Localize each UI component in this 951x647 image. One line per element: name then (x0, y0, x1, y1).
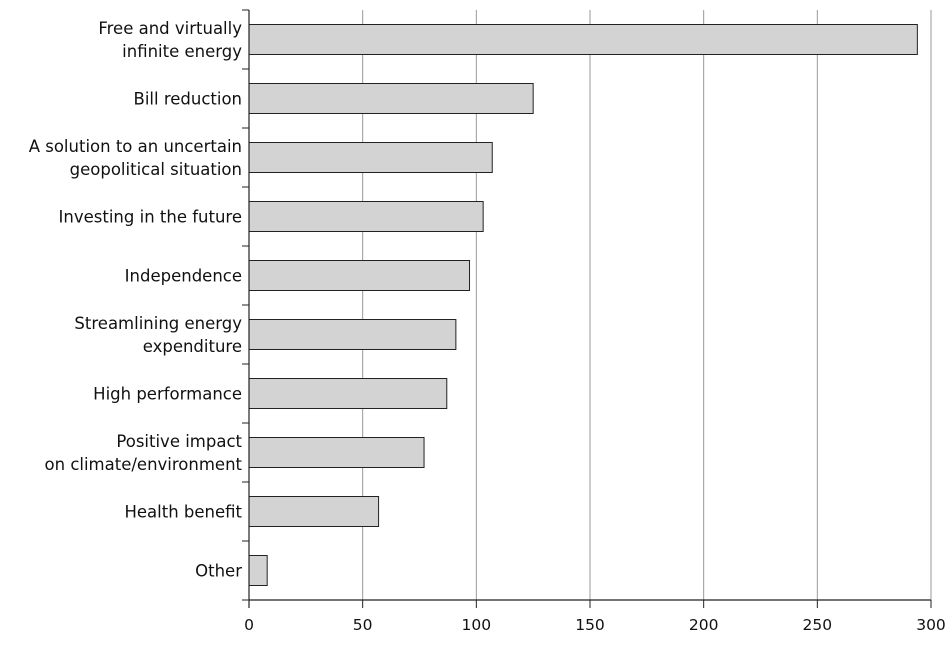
bar-3 (248, 201, 484, 232)
bar-2 (248, 142, 493, 173)
category-label-7-line-1: on climate/environment (45, 455, 243, 474)
category-label-5-line-1: expenditure (143, 337, 242, 356)
category-label-7-line-0: Positive impact (116, 432, 242, 451)
category-labels: Free and virtually infinite energy Bill re… (29, 19, 243, 581)
x-tick-label-100: 100 (462, 616, 492, 634)
x-tick-labels: 0 50 100 150 200 250 300 (244, 616, 946, 634)
category-label-2-line-1: geopolitical situation (70, 160, 242, 179)
category-label-4: Independence (125, 267, 242, 286)
category-label-9: Other (195, 562, 242, 581)
category-label-5-line-0: Streamlining energy (74, 314, 242, 333)
bar-1 (248, 83, 534, 114)
category-label-2-line-0: A solution to an uncertain (29, 137, 242, 156)
bar-4 (248, 260, 471, 291)
bar-9 (248, 555, 268, 586)
axes (242, 9, 932, 608)
category-label-0-line-0: Free and virtually (98, 19, 242, 38)
bar-0 (248, 24, 918, 55)
x-tick-label-0: 0 (244, 616, 254, 634)
category-label-6: High performance (93, 385, 242, 404)
x-tick-label-300: 300 (916, 616, 946, 634)
x-tick-label-200: 200 (689, 616, 719, 634)
x-tick-label-250: 250 (803, 616, 833, 634)
bar-7 (248, 437, 425, 468)
x-tick-label-150: 150 (575, 616, 605, 634)
category-label-3: Investing in the future (59, 208, 242, 227)
bars (248, 24, 918, 586)
category-label-0-line-1: infinite energy (122, 42, 242, 61)
bar-5 (248, 319, 457, 350)
x-tick-label-50: 50 (353, 616, 373, 634)
category-label-1: Bill reduction (134, 90, 243, 109)
bar-8 (248, 496, 380, 527)
bar-6 (248, 378, 448, 409)
category-label-8: Health benefit (124, 503, 242, 522)
